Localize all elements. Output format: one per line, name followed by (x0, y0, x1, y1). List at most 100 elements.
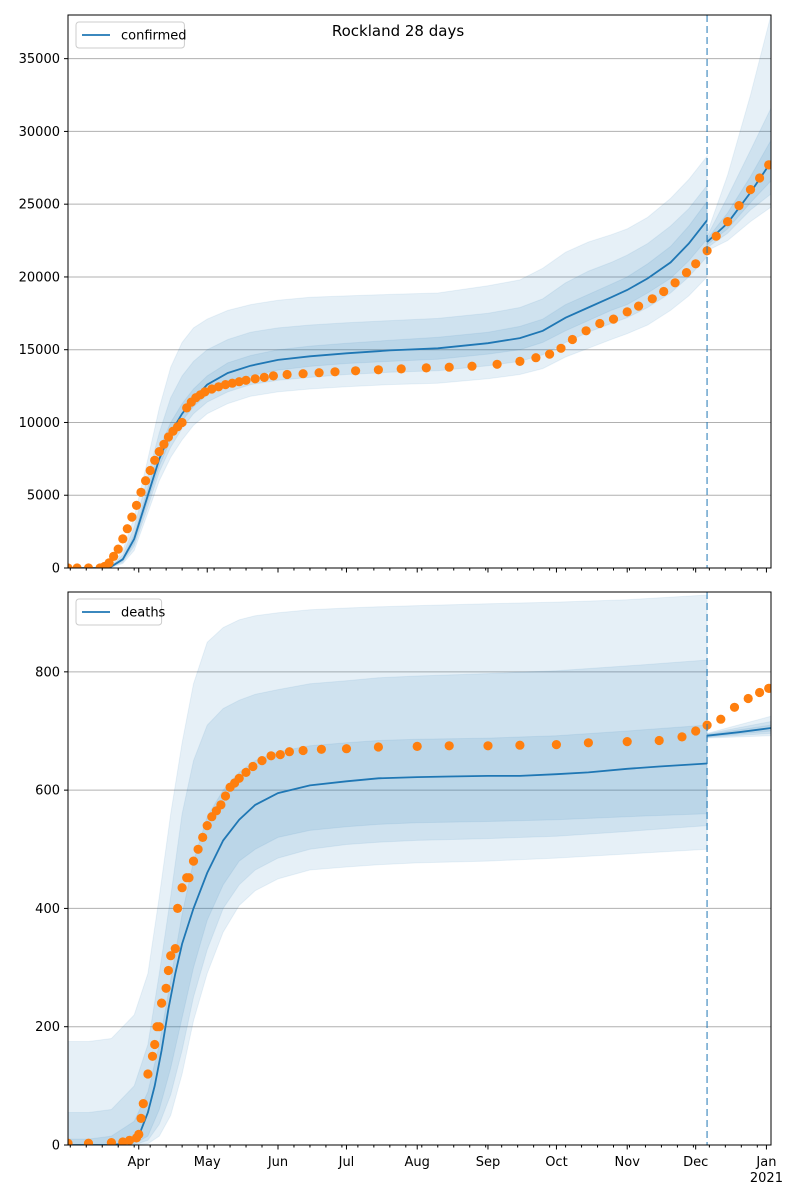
deaths-panel: 0 200 400 600 800 Apr May Jun Jul Aug Sep Oct Nov Dec… (35, 591, 783, 1186)
observed-point (444, 362, 454, 372)
observed-point (622, 737, 632, 747)
observed-point (444, 741, 454, 751)
y-tick-label: 600 (35, 784, 60, 799)
y-tick-label: 5000 (27, 489, 60, 504)
model-line (68, 762, 708, 1145)
x-tick-label: Dec (683, 1155, 708, 1170)
observed-point (298, 745, 308, 756)
observed-point (515, 356, 525, 366)
observed-point (109, 551, 119, 562)
legend-label: confirmed (121, 29, 187, 44)
observed-point (266, 751, 276, 761)
observed-point (492, 359, 502, 369)
observed-point (118, 534, 128, 544)
observed-point (125, 1135, 135, 1145)
observed-point (257, 756, 267, 766)
x-tick-label: Jan (755, 1155, 776, 1170)
observed-point (764, 683, 771, 693)
observed-point (743, 693, 753, 704)
observed-point (150, 455, 160, 465)
observed-point (634, 301, 644, 311)
x-tick-label: Jul (338, 1155, 355, 1170)
x-tick-label: Jun (267, 1155, 288, 1170)
observed-point (188, 856, 199, 866)
observed-point (200, 387, 210, 397)
observed-point (556, 343, 566, 353)
observed-point (659, 286, 669, 297)
observed-point (157, 998, 167, 1008)
observed-point (113, 544, 123, 554)
observed-point (723, 217, 733, 227)
axes-frame (67, 591, 772, 1146)
y-tick-label: 400 (35, 902, 60, 917)
observed-point (421, 363, 431, 373)
observed-point (314, 368, 324, 378)
observed-point (670, 278, 680, 288)
y-tick-label: 0 (52, 1139, 60, 1154)
observed-point (241, 375, 251, 385)
observed-point (72, 563, 82, 568)
observed-point (515, 740, 525, 750)
observed-point (177, 883, 187, 893)
observed-point (136, 1113, 146, 1123)
plot-area (68, 15, 771, 568)
model-line (68, 219, 708, 568)
confirmed-panel: 0 5000 10000 15000 20000 25000 30000 35000 confi… (19, 14, 772, 577)
y-tick-label: 25000 (19, 198, 60, 213)
observed-point (127, 512, 137, 522)
observed-series (68, 683, 771, 1145)
axes-frame (67, 14, 772, 569)
y-tick-label: 15000 (19, 343, 60, 358)
observed-point (161, 983, 171, 993)
observed-point (622, 307, 632, 317)
observed-point (373, 742, 383, 752)
observed-point (150, 1039, 160, 1050)
observed-series (68, 160, 771, 568)
observed-point (716, 714, 726, 724)
observed-point (275, 750, 285, 760)
observed-point (154, 1022, 164, 1032)
observed-point (136, 487, 146, 497)
observed-point (691, 726, 701, 736)
observed-point (68, 1138, 73, 1145)
observed-point (83, 563, 94, 568)
observed-point (734, 201, 744, 211)
observed-point (106, 1138, 116, 1145)
x-tick-label: Sep (476, 1155, 501, 1170)
observed-point (250, 374, 260, 384)
observed-point (143, 1069, 153, 1079)
observed-point (545, 349, 555, 359)
observed-point (729, 702, 740, 712)
observed-point (202, 821, 212, 831)
observed-point (755, 173, 765, 183)
observed-point (341, 744, 352, 754)
observed-point (147, 1051, 158, 1061)
forecast-model-line (707, 727, 771, 737)
x-tick-label: May (194, 1155, 221, 1170)
observed-point (654, 735, 664, 746)
figure-title: Rockland 28 days (332, 22, 464, 40)
observed-point (711, 231, 721, 241)
observed-point (745, 185, 756, 195)
forecast-uncertainty-band (706, 15, 771, 252)
observed-point (163, 965, 173, 976)
observed-point (681, 268, 692, 278)
observed-point (177, 417, 187, 428)
observed-point (691, 259, 701, 269)
observed-point (220, 791, 231, 801)
observed-point (412, 741, 422, 752)
observed-point (259, 372, 269, 382)
observed-point (396, 364, 406, 374)
observed-point (483, 741, 493, 751)
observed-point (755, 687, 765, 698)
observed-point (595, 318, 605, 329)
x-tick-label: Oct (545, 1155, 567, 1170)
observed-point (551, 740, 562, 750)
observed-point (83, 1138, 94, 1145)
observed-point (193, 844, 203, 854)
x-tick-label: Nov (615, 1155, 641, 1170)
observed-point (145, 465, 155, 476)
observed-point (216, 800, 226, 810)
observed-point (234, 773, 244, 783)
